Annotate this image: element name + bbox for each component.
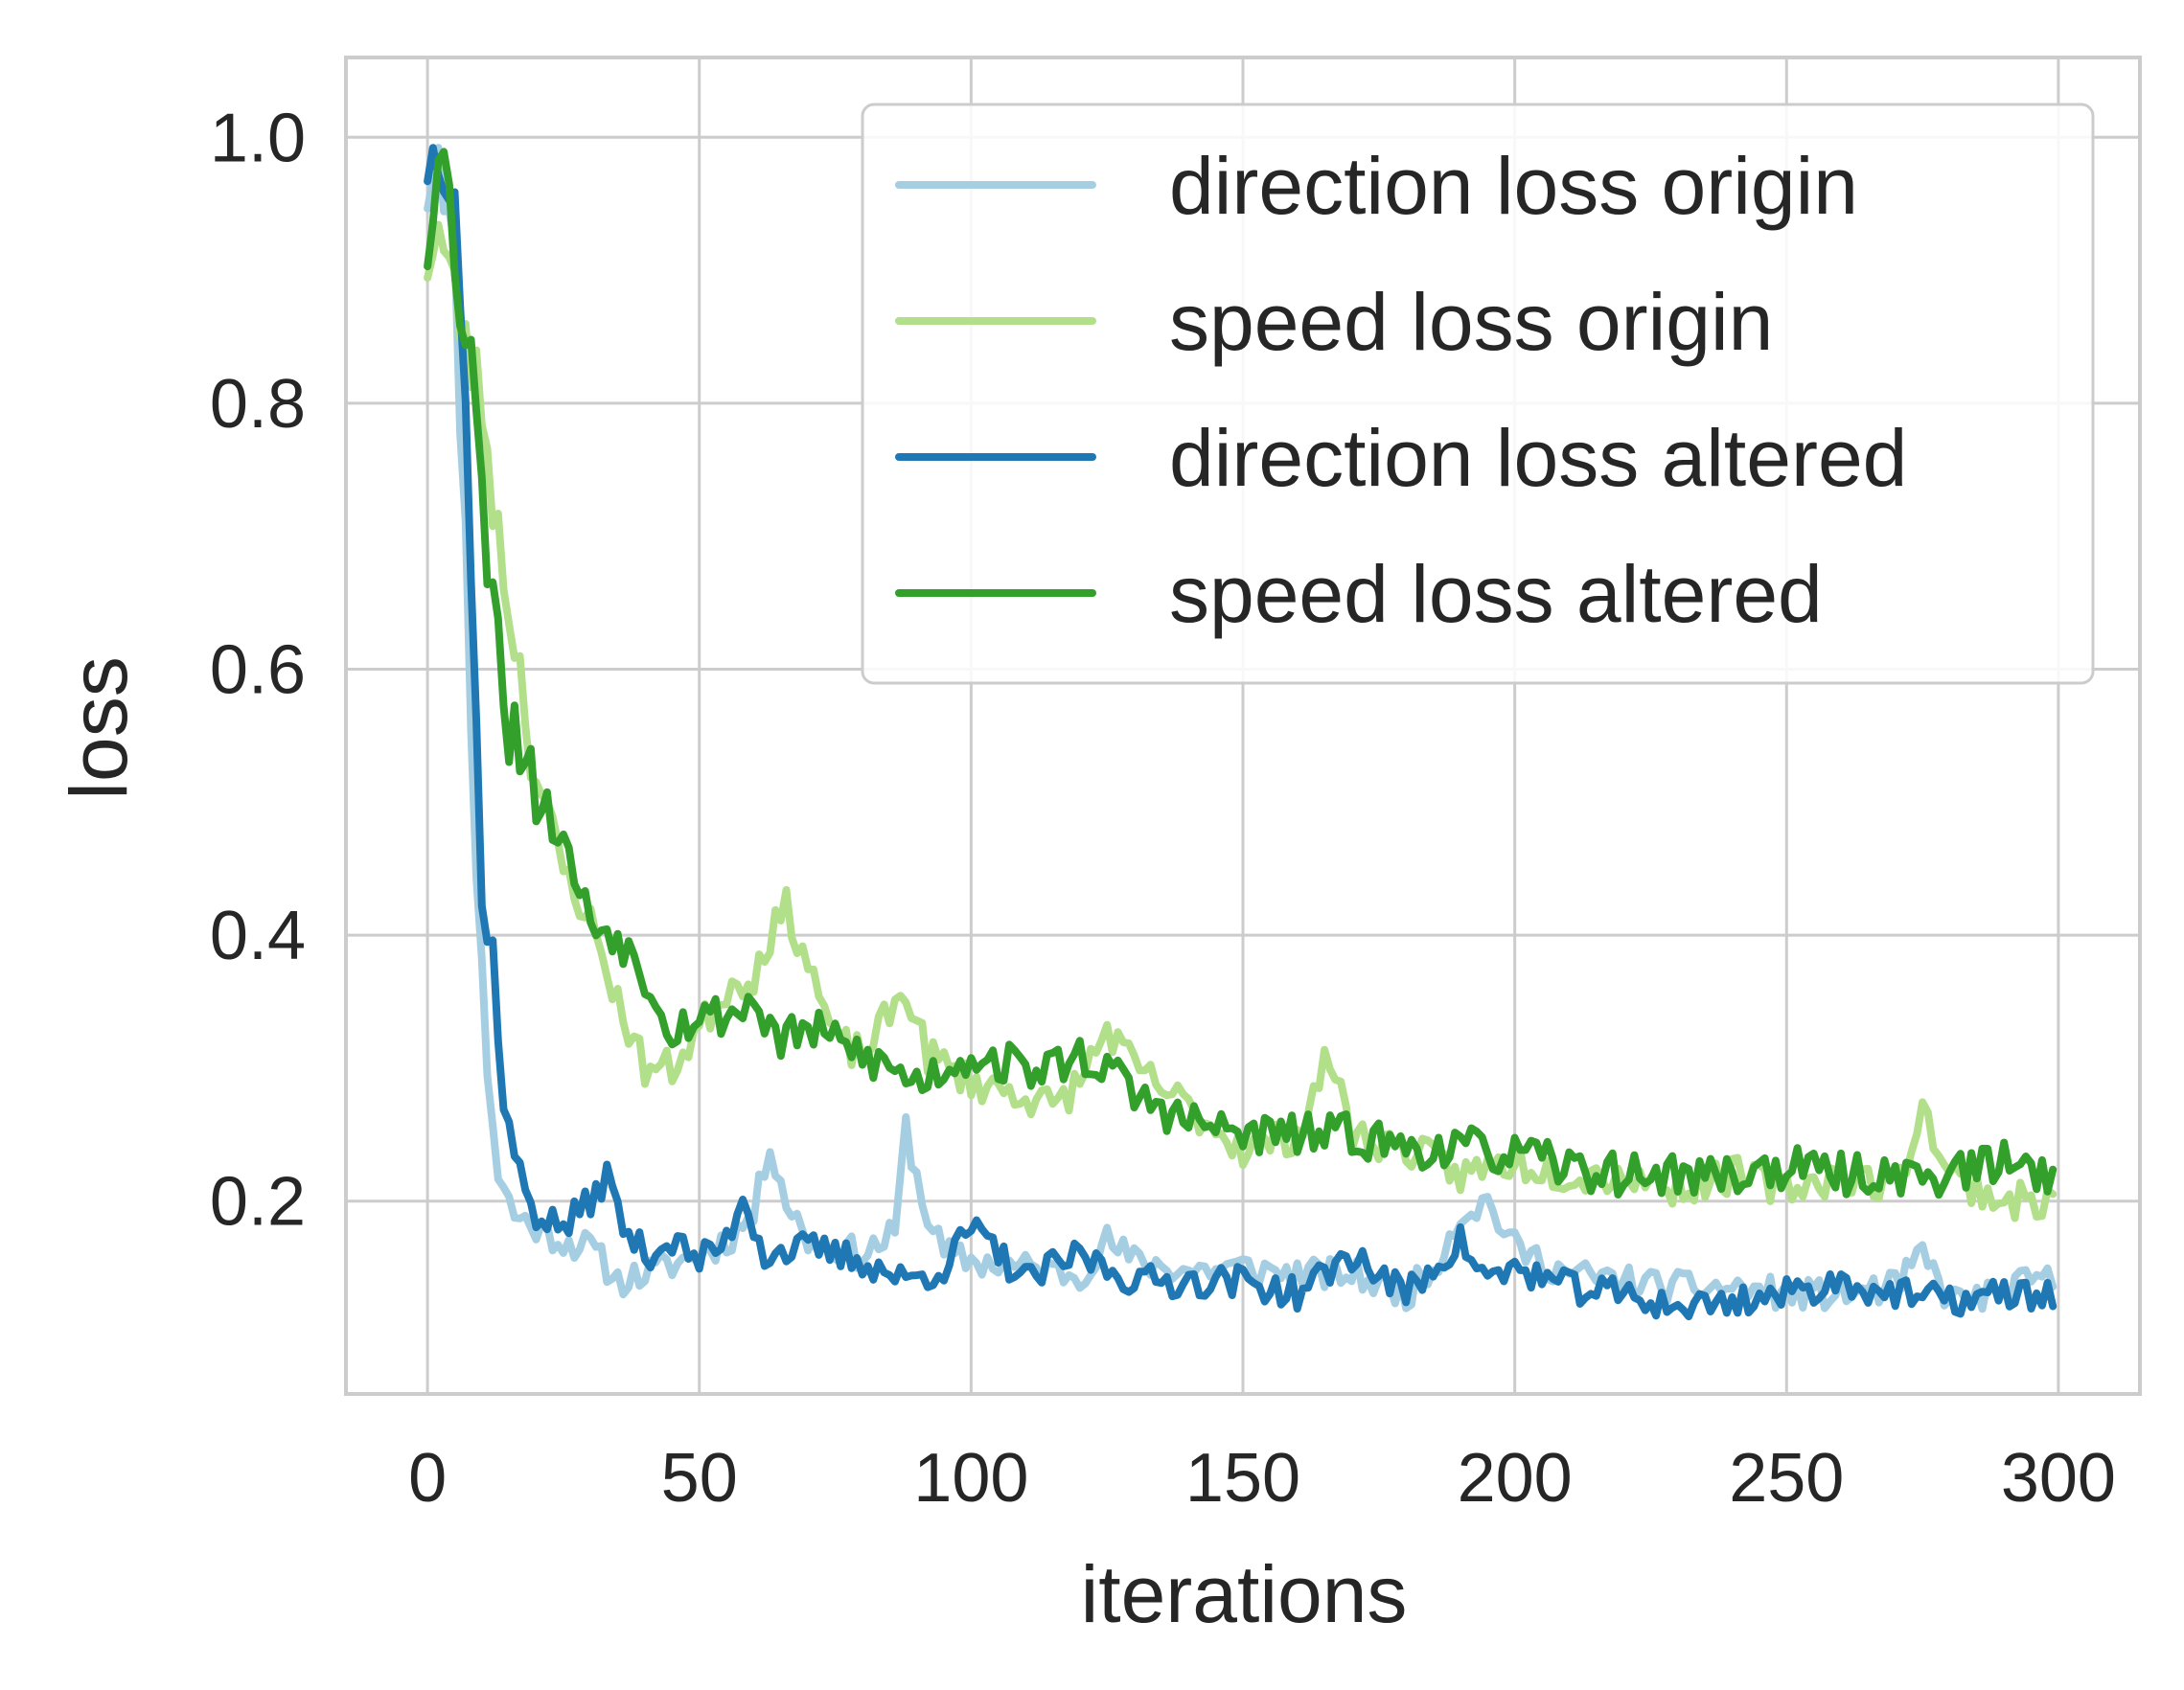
legend-entries: direction loss origin speed loss origin di… bbox=[895, 141, 1907, 639]
legend-label: direction loss origin bbox=[1169, 141, 1858, 231]
y-tick-label: 0.8 bbox=[210, 366, 306, 443]
legend-box bbox=[861, 103, 2095, 685]
plot-frame bbox=[344, 56, 2142, 1396]
y-tick-labels: 0.2 0.4 0.6 0.8 1.0 bbox=[210, 100, 306, 1240]
x-tick-label: 50 bbox=[661, 1440, 738, 1517]
y-tick-label: 0.4 bbox=[210, 898, 306, 974]
x-tick-label: 250 bbox=[1729, 1440, 1844, 1517]
series-line-speed-loss-altered bbox=[424, 148, 2058, 1199]
y-tick-label: 0.2 bbox=[210, 1164, 306, 1241]
legend-label: speed loss altered bbox=[1169, 549, 1823, 639]
x-tick-label: 300 bbox=[2001, 1440, 2116, 1517]
x-tick-label: 200 bbox=[1458, 1440, 1573, 1517]
x-tick-label: 150 bbox=[1185, 1440, 1300, 1517]
series-lines bbox=[424, 144, 2058, 1321]
x-tick-label: 0 bbox=[408, 1440, 447, 1517]
x-tick-labels: 0 50 100 150 200 250 300 bbox=[408, 1440, 2116, 1517]
y-tick-label: 1.0 bbox=[210, 100, 306, 176]
legend-label: direction loss altered bbox=[1169, 413, 1907, 503]
x-tick-label: 100 bbox=[913, 1440, 1028, 1517]
series-line-direction-loss-altered bbox=[424, 144, 2058, 1321]
x-axis-title: iterations bbox=[1081, 1549, 1408, 1639]
y-tick-label: 0.6 bbox=[210, 632, 306, 709]
legend: direction loss origin speed loss origin di… bbox=[861, 103, 2095, 685]
legend-label: speed loss origin bbox=[1169, 277, 1773, 367]
y-axis-title: loss bbox=[54, 656, 144, 799]
